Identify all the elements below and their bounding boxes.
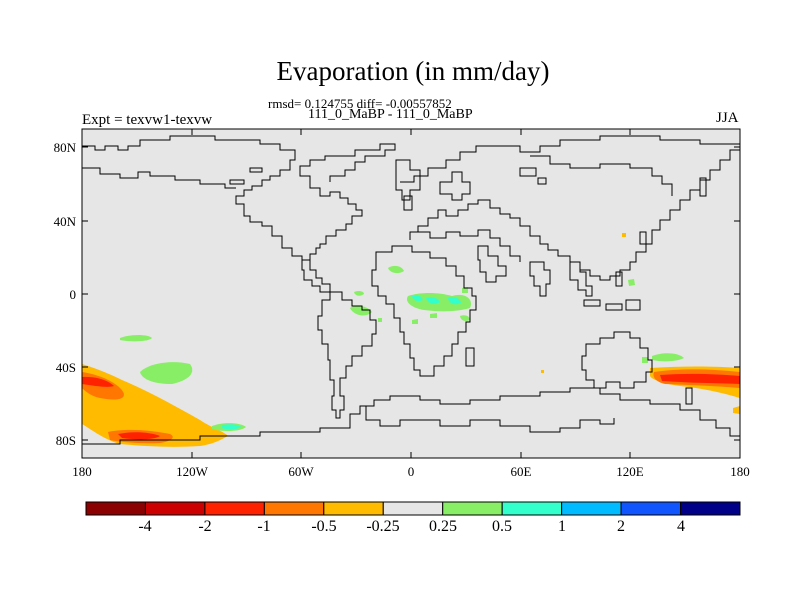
coastline-scandinavia — [439, 171, 471, 201]
colorbar-swatch — [442, 501, 503, 516]
coastline-madagascar — [465, 347, 475, 367]
coastline-indonesia — [625, 299, 641, 311]
season-label: JJA — [716, 110, 739, 126]
stats-line: rmsd= 0.124755 diff= -0.00557852 — [268, 96, 452, 111]
positive-anomaly-patch — [652, 353, 684, 362]
positive-anomaly-patch — [628, 279, 635, 286]
coastline-arctic-islands — [229, 179, 245, 185]
positive-anomaly-patch — [140, 362, 193, 384]
negative-anomaly-band — [733, 406, 740, 414]
coastline-north-america — [82, 167, 236, 189]
positive-anomaly-patch — [430, 313, 437, 318]
x-tick-label: 120W — [176, 464, 208, 479]
coastline-uk — [403, 195, 413, 211]
colorbar-swatch — [501, 501, 563, 516]
positive-anomaly-patch — [120, 335, 152, 342]
positive-anomaly-patch — [460, 315, 470, 321]
coastline-indonesia — [605, 303, 623, 311]
colorbar-swatch — [620, 501, 682, 516]
coastline-australia — [581, 331, 653, 389]
x-tick-label: 180 — [72, 464, 92, 479]
experiment-label: Expt = texvw1-texvw — [82, 112, 213, 128]
chart-title: Evaporation (in mm/day) — [276, 56, 550, 86]
y-tick-label: 80S — [55, 433, 76, 448]
positive-anomaly-patch — [448, 297, 461, 305]
positive-anomaly-patch — [354, 290, 364, 296]
colorbar-label: 2 — [617, 518, 625, 535]
colorbar-label: -0.25 — [366, 518, 400, 535]
plot-background — [82, 129, 740, 458]
coastline-new-zealand — [685, 387, 693, 405]
colorbar-label: 0.25 — [429, 518, 457, 535]
colorbar — [85, 501, 741, 516]
coastline-eurasia — [400, 135, 741, 281]
positive-anomaly-patch — [350, 305, 372, 316]
chart-subtitle: 111_0_MaBP - 111_0_MaBP — [308, 107, 473, 122]
positive-anomaly-patch — [622, 233, 626, 237]
coastline-siberia-north — [530, 155, 673, 196]
positive-anomaly-patch — [412, 319, 418, 324]
colorbar-swatch — [680, 501, 741, 516]
positive-anomaly-patch — [541, 370, 544, 373]
x-tick-label: 0 — [407, 464, 415, 479]
coastline-arctic-islands — [249, 167, 263, 173]
colorbar-swatch — [144, 501, 206, 516]
coastline-mediterranean — [418, 229, 521, 262]
colorbar-label: -2 — [198, 518, 212, 535]
negative-anomaly-band — [82, 364, 228, 447]
x-tick-label: 120E — [616, 464, 644, 479]
colorbar-swatch — [85, 501, 146, 516]
coastline-arctic-islands — [537, 177, 547, 185]
colorbar-label: 0.5 — [492, 518, 512, 535]
negative-anomaly-band — [82, 376, 114, 387]
colorbar-label: 1 — [558, 518, 566, 535]
positive-anomaly-patch — [378, 318, 382, 322]
colorbar-label: 4 — [677, 518, 685, 535]
x-tick-label: 180 — [730, 464, 750, 479]
coastline-japan — [639, 231, 647, 245]
coastlines — [82, 135, 741, 445]
positive-anomaly-patch — [642, 357, 648, 363]
colorbar-swatch — [204, 501, 265, 516]
colorbar-swatch — [263, 501, 325, 516]
coastline-antarctica — [360, 405, 420, 427]
coastline-indonesia — [583, 299, 601, 307]
colorbar-label: -4 — [138, 518, 152, 535]
negative-anomaly-band — [118, 432, 160, 440]
colorbar-swatch — [382, 501, 444, 516]
x-tick-label: 60E — [510, 464, 532, 479]
x-tick-label: 60W — [288, 464, 314, 479]
coastline-kamchatka — [699, 177, 707, 197]
y-tick-label: 40N — [53, 214, 76, 229]
negative-anomaly-band — [660, 373, 740, 384]
y-tick-label: 80N — [53, 140, 76, 155]
colorbar-label: -1 — [257, 518, 271, 535]
coastline-arctic-islands — [519, 167, 537, 177]
colorbar-label: -0.5 — [311, 518, 337, 535]
colorbar-swatch — [323, 501, 384, 516]
coastline-africa — [371, 245, 477, 377]
colorbar-swatch — [561, 501, 622, 516]
y-tick-label: 0 — [69, 287, 77, 302]
positive-anomaly-patch — [388, 265, 404, 274]
positive-anomaly-patch — [426, 297, 440, 305]
tick-marks — [81, 129, 741, 458]
coastline-antarctica — [420, 418, 615, 433]
coastline-southeast-asia — [569, 261, 593, 297]
coastline-philippines — [615, 271, 623, 287]
coastline-arabia — [477, 245, 507, 283]
coastline-antarctica — [82, 387, 740, 445]
coastline-south-america — [317, 291, 377, 419]
coastline-india — [529, 261, 551, 297]
coastline-greenland — [395, 159, 421, 201]
y-tick-label: 40S — [55, 360, 76, 375]
positive-anomaly-patch — [222, 424, 241, 430]
positive-anomaly-patch — [412, 295, 423, 301]
